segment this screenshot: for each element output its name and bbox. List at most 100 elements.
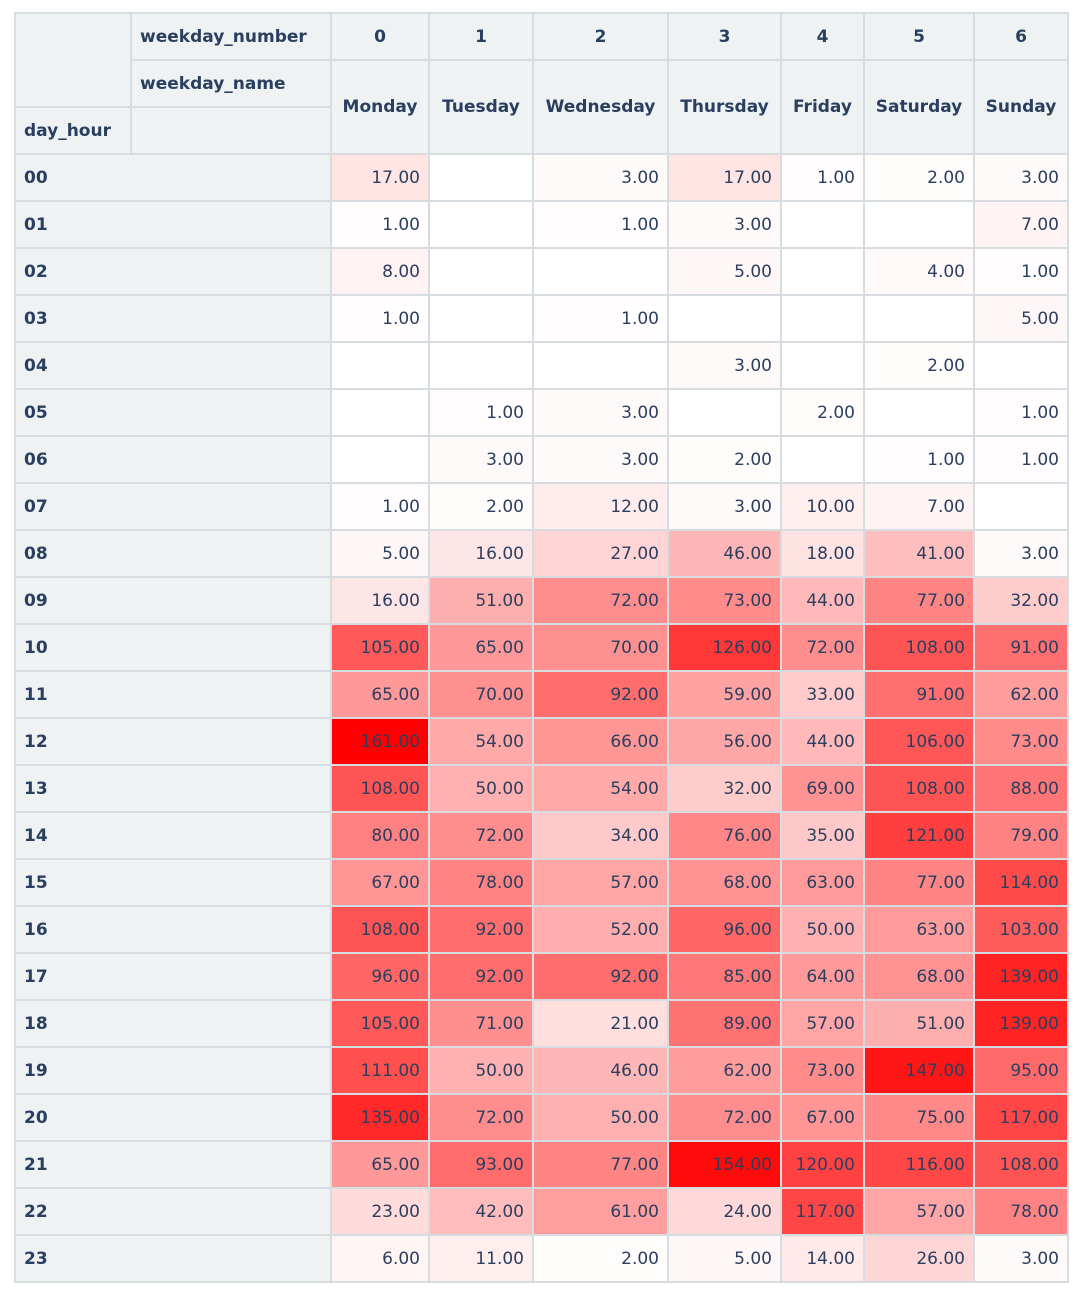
- heatmap-cell: 89.00: [667, 999, 782, 1048]
- table-row: 23 6.00 11.00 2.00 5.00 14.00 26.00 3.00: [14, 1234, 1069, 1283]
- heatmap-cell: 17.00: [330, 153, 430, 202]
- heatmap-cell: 3.00: [667, 482, 782, 531]
- heatmap-cell: 23.00: [330, 1187, 430, 1236]
- heatmap-cell: 17.00: [667, 153, 782, 202]
- heatmap-cell: 95.00: [973, 1046, 1069, 1095]
- row-label: 07: [14, 482, 332, 531]
- row-label: 12: [14, 717, 332, 766]
- heatmap-cell: 50.00: [780, 905, 865, 954]
- heatmap-cell: 1.00: [973, 388, 1069, 437]
- heatmap-cell: 161.00: [330, 717, 430, 766]
- row-label: 19: [14, 1046, 332, 1095]
- heatmap-cell: 77.00: [532, 1140, 669, 1189]
- heatmap-cell: 91.00: [863, 670, 975, 719]
- heatmap-cell: 154.00: [667, 1140, 782, 1189]
- table-row: 12 161.00 54.00 66.00 56.00 44.00 106.00 73.00: [14, 717, 1069, 766]
- heatmap-cell: 5.00: [667, 247, 782, 296]
- heatmap-cell: 93.00: [428, 1140, 534, 1189]
- heatmap-cell: 147.00: [863, 1046, 975, 1095]
- heatmap-cell: 12.00: [532, 482, 669, 531]
- heatmap-cell: 41.00: [863, 529, 975, 578]
- table-row: 19 111.00 50.00 46.00 62.00 73.00 147.00 95.00: [14, 1046, 1069, 1095]
- heatmap-cell: 78.00: [428, 858, 534, 907]
- heatmap-cell: 50.00: [428, 764, 534, 813]
- heatmap-cell: 69.00: [780, 764, 865, 813]
- heatmap-cell: 18.00: [780, 529, 865, 578]
- table-row: 21 65.00 93.00 77.00 154.00 120.00 116.00 108.0…: [14, 1140, 1069, 1189]
- table-row: 06 3.00 3.00 2.00 1.00 1.00: [14, 435, 1069, 484]
- row-label: 14: [14, 811, 332, 860]
- heatmap-cell: 32.00: [667, 764, 782, 813]
- heatmap-body: 00 17.00 3.00 17.00 1.00 2.00 3.00 01 1.00 1.00 3.…: [14, 153, 1069, 1283]
- index-name-label: day_hour: [14, 106, 132, 155]
- heatmap-cell: 44.00: [780, 717, 865, 766]
- heatmap-cell: 3.00: [532, 153, 669, 202]
- heatmap-cell: 24.00: [667, 1187, 782, 1236]
- heatmap-cell: 105.00: [330, 999, 430, 1048]
- heatmap-cell: 114.00: [973, 858, 1069, 907]
- heatmap-cell: 68.00: [863, 952, 975, 1001]
- heatmap-cell: 59.00: [667, 670, 782, 719]
- heatmap-cell: 106.00: [863, 717, 975, 766]
- row-label: 06: [14, 435, 332, 484]
- heatmap-cell: [532, 247, 669, 296]
- header-row-weekday-number: weekday_number 0 1 2 3 4 5 6: [14, 12, 1069, 108]
- row-label: 18: [14, 999, 332, 1048]
- heatmap-cell: 108.00: [973, 1140, 1069, 1189]
- column-number-header: 1: [428, 12, 534, 61]
- heatmap-cell: [863, 388, 975, 437]
- heatmap-cell: [863, 200, 975, 249]
- heatmap-cell: 92.00: [428, 952, 534, 1001]
- table-row: 17 96.00 92.00 92.00 85.00 64.00 68.00 139.00: [14, 952, 1069, 1001]
- heatmap-cell: 8.00: [330, 247, 430, 296]
- heatmap-cell: 121.00: [863, 811, 975, 860]
- heatmap-cell: [780, 247, 865, 296]
- heatmap-cell: 79.00: [973, 811, 1069, 860]
- heatmap-cell: 72.00: [428, 1093, 534, 1142]
- heatmap-cell: 1.00: [330, 200, 430, 249]
- heatmap-cell: [780, 341, 865, 390]
- column-name-header: Monday: [330, 59, 430, 155]
- heatmap-cell: 65.00: [428, 623, 534, 672]
- heatmap-cell: 67.00: [330, 858, 430, 907]
- heatmap-cell: 1.00: [973, 247, 1069, 296]
- table-row: 18 105.00 71.00 21.00 89.00 57.00 51.00 139.00: [14, 999, 1069, 1048]
- table-row: 07 1.00 2.00 12.00 3.00 10.00 7.00: [14, 482, 1069, 531]
- heatmap-cell: 103.00: [973, 905, 1069, 954]
- heatmap-cell: 108.00: [330, 905, 430, 954]
- column-level-label: weekday_name: [130, 59, 332, 108]
- table-row: 10 105.00 65.00 70.00 126.00 72.00 108.00 91.00: [14, 623, 1069, 672]
- heatmap-cell: [780, 200, 865, 249]
- heatmap-cell: 71.00: [428, 999, 534, 1048]
- heatmap-cell: 116.00: [863, 1140, 975, 1189]
- heatmap-cell: [667, 294, 782, 343]
- heatmap-cell: 33.00: [780, 670, 865, 719]
- heatmap-cell: 66.00: [532, 717, 669, 766]
- heatmap-cell: 1.00: [428, 388, 534, 437]
- row-label: 01: [14, 200, 332, 249]
- heatmap-cell: 96.00: [330, 952, 430, 1001]
- heatmap-cell: 3.00: [428, 435, 534, 484]
- column-number-header: 0: [330, 12, 430, 61]
- heatmap-cell: 77.00: [863, 576, 975, 625]
- heatmap-cell: 2.00: [667, 435, 782, 484]
- heatmap-cell: [973, 482, 1069, 531]
- heatmap-cell: 3.00: [973, 529, 1069, 578]
- heatmap-cell: 73.00: [973, 717, 1069, 766]
- heatmap-cell: 3.00: [532, 388, 669, 437]
- heatmap-cell: 14.00: [780, 1234, 865, 1283]
- column-level-label: weekday_number: [130, 12, 332, 61]
- row-label: 16: [14, 905, 332, 954]
- heatmap-cell: 126.00: [667, 623, 782, 672]
- heatmap-cell: 1.00: [330, 482, 430, 531]
- heatmap-cell: [428, 294, 534, 343]
- heatmap-cell: 54.00: [532, 764, 669, 813]
- row-label: 22: [14, 1187, 332, 1236]
- heatmap-cell: 73.00: [780, 1046, 865, 1095]
- heatmap-cell: 91.00: [973, 623, 1069, 672]
- heatmap-cell: 56.00: [667, 717, 782, 766]
- heatmap-cell: 75.00: [863, 1093, 975, 1142]
- heatmap-cell: 92.00: [532, 670, 669, 719]
- column-number-header: 4: [780, 12, 865, 61]
- table-row: 02 8.00 5.00 4.00 1.00: [14, 247, 1069, 296]
